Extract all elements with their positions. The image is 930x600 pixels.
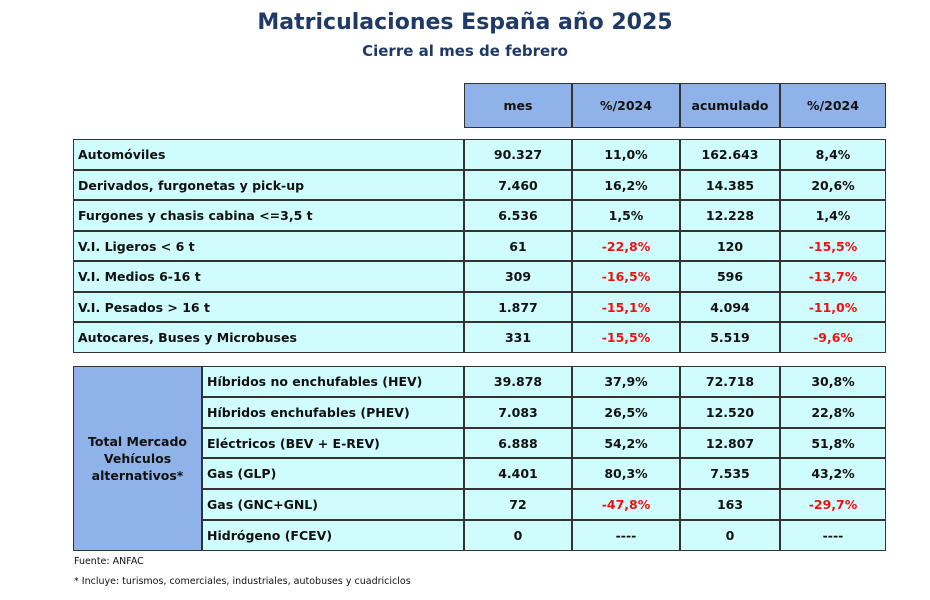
table-cell-pct-acum: -15,5%: [780, 231, 886, 261]
row-label: Gas (GLP): [202, 458, 464, 489]
table-cell-pct-mes: 11,0%: [572, 139, 680, 170]
group-label: Total Mercado Vehículos alternativos*: [73, 366, 202, 551]
table-cell-pct-mes: 1,5%: [572, 200, 680, 231]
table-cell-mes: 7.083: [464, 397, 572, 428]
row-label: Híbridos enchufables (PHEV): [202, 397, 464, 428]
table-cell-mes: 6.888: [464, 428, 572, 458]
table-cell-pct-acum: 22,8%: [780, 397, 886, 428]
source-note: Fuente: ANFAC: [74, 556, 144, 567]
table-cell-acumulado: 5.519: [680, 322, 780, 353]
row-label: Gas (GNC+GNL): [202, 489, 464, 520]
row-label: Furgones y chasis cabina <=3,5 t: [73, 200, 464, 231]
header-pct-acum: %/2024: [780, 83, 886, 128]
row-label: V.I. Ligeros < 6 t: [73, 231, 464, 261]
table-cell-pct-mes: -47,8%: [572, 489, 680, 520]
table-cell-mes: 61: [464, 231, 572, 261]
table-cell-pct-mes: 16,2%: [572, 170, 680, 200]
table-cell-acumulado: 162.643: [680, 139, 780, 170]
table-cell-pct-acum: 51,8%: [780, 428, 886, 458]
page-subtitle: Cierre al mes de febrero: [362, 42, 568, 60]
table-cell-pct-acum: 20,6%: [780, 170, 886, 200]
row-label: V.I. Medios 6-16 t: [73, 261, 464, 292]
header-mes: mes: [464, 83, 572, 128]
table-cell-pct-acum: -9,6%: [780, 322, 886, 353]
table-cell-mes: 1.877: [464, 292, 572, 322]
table-cell-pct-acum: 30,8%: [780, 366, 886, 397]
table-cell-pct-mes: -16,5%: [572, 261, 680, 292]
table-cell-acumulado: 12.520: [680, 397, 780, 428]
header-acumulado: acumulado: [680, 83, 780, 128]
table-cell-pct-acum: 43,2%: [780, 458, 886, 489]
footnote: * Incluye: turismos, comerciales, indust…: [74, 576, 411, 587]
row-label: V.I. Pesados > 16 t: [73, 292, 464, 322]
table-cell-acumulado: 72.718: [680, 366, 780, 397]
table-cell-mes: 4.401: [464, 458, 572, 489]
table-cell-acumulado: 12.807: [680, 428, 780, 458]
table-cell-acumulado: 0: [680, 520, 780, 551]
table-cell-pct-acum: ----: [780, 520, 886, 551]
row-label: Híbridos no enchufables (HEV): [202, 366, 464, 397]
table-cell-acumulado: 120: [680, 231, 780, 261]
table-cell-pct-mes: 54,2%: [572, 428, 680, 458]
table-cell-pct-mes: 37,9%: [572, 366, 680, 397]
table-cell-mes: 0: [464, 520, 572, 551]
row-label: Hidrógeno (FCEV): [202, 520, 464, 551]
table-cell-pct-mes: -22,8%: [572, 231, 680, 261]
table-cell-acumulado: 12.228: [680, 200, 780, 231]
table-cell-mes: 39.878: [464, 366, 572, 397]
table-cell-pct-acum: -13,7%: [780, 261, 886, 292]
table-cell-mes: 7.460: [464, 170, 572, 200]
table-cell-pct-acum: 8,4%: [780, 139, 886, 170]
table-cell-mes: 90.327: [464, 139, 572, 170]
table-cell-mes: 6.536: [464, 200, 572, 231]
table-cell-pct-acum: -29,7%: [780, 489, 886, 520]
table-cell-mes: 331: [464, 322, 572, 353]
table-cell-pct-mes: 80,3%: [572, 458, 680, 489]
page-title: Matriculaciones España año 2025: [257, 10, 673, 35]
table-cell-pct-mes: 26,5%: [572, 397, 680, 428]
table-cell-mes: 72: [464, 489, 572, 520]
header-pct-mes: %/2024: [572, 83, 680, 128]
table-cell-acumulado: 163: [680, 489, 780, 520]
table-cell-mes: 309: [464, 261, 572, 292]
table-cell-pct-mes: -15,5%: [572, 322, 680, 353]
row-label: Eléctricos (BEV + E-REV): [202, 428, 464, 458]
row-label: Automóviles: [73, 139, 464, 170]
table-cell-pct-acum: 1,4%: [780, 200, 886, 231]
row-label: Derivados, furgonetas y pick-up: [73, 170, 464, 200]
table-cell-acumulado: 4.094: [680, 292, 780, 322]
table-cell-pct-mes: ----: [572, 520, 680, 551]
table-cell-acumulado: 7.535: [680, 458, 780, 489]
table-cell-pct-acum: -11,0%: [780, 292, 886, 322]
table-cell-acumulado: 596: [680, 261, 780, 292]
table-cell-pct-mes: -15,1%: [572, 292, 680, 322]
table-cell-acumulado: 14.385: [680, 170, 780, 200]
row-label: Autocares, Buses y Microbuses: [73, 322, 464, 353]
